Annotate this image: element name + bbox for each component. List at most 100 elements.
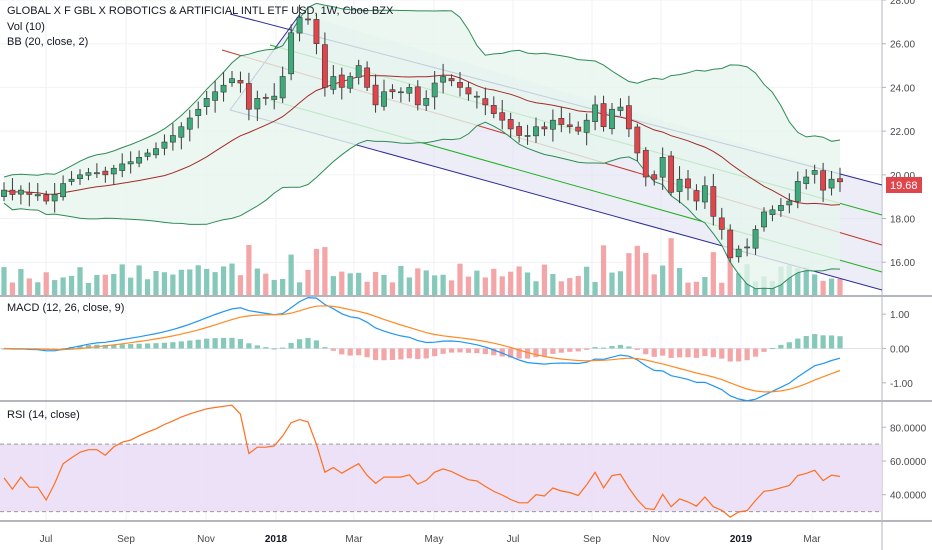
macd-histogram-bar — [651, 348, 657, 357]
bollinger-bands — [3, 2, 841, 290]
macd-histogram-bar — [381, 348, 387, 361]
rsi-band-fill — [0, 444, 882, 512]
macd-histogram-bar — [339, 348, 345, 355]
macd-tick-label: 0.00 — [890, 345, 910, 356]
macd-histogram-bar — [406, 348, 412, 359]
candle-body — [794, 181, 801, 202]
time-tick-label: Nov — [197, 534, 215, 545]
volume-bar — [381, 274, 387, 295]
volume-bar — [541, 264, 548, 295]
macd-histogram-bar — [271, 348, 277, 350]
volume-bar — [263, 273, 269, 295]
volume-bar — [491, 268, 497, 295]
volume-bar — [423, 270, 429, 295]
macd-histogram-bar — [828, 335, 835, 349]
macd-histogram-bar — [77, 345, 83, 349]
macd-histogram-bar — [685, 348, 691, 358]
volume-bar — [26, 278, 32, 295]
volume-bar — [144, 279, 151, 295]
macd-histogram-bar — [288, 343, 294, 349]
macd-histogram-bar — [111, 344, 117, 349]
volume-bar — [457, 263, 463, 295]
macd-histogram-bar — [499, 348, 505, 357]
macd-histogram-bar — [254, 345, 260, 349]
macd-histogram-bar — [491, 348, 497, 356]
macd-histogram-bar — [795, 338, 801, 349]
macd-histogram-bar — [347, 348, 353, 356]
volume-bar — [702, 277, 708, 295]
candle-body — [600, 103, 607, 128]
rsi-tick-label: 40.0000 — [890, 491, 927, 502]
volume-bar — [187, 269, 193, 295]
candle-body — [583, 119, 590, 133]
volume-bar — [558, 281, 564, 295]
volume-bar — [288, 254, 294, 295]
candle-body — [381, 91, 387, 107]
macd-histogram-bar — [660, 348, 666, 356]
price-tick-label: 22.00 — [890, 127, 915, 138]
macd-histogram-bar — [541, 348, 548, 357]
candle-body — [735, 248, 742, 258]
macd-histogram-bar — [457, 348, 463, 353]
volume-bar — [626, 253, 632, 295]
macd-tick-label: -1.00 — [890, 379, 913, 390]
time-tick-label: Mar — [345, 534, 363, 545]
volume-bar — [406, 277, 412, 295]
volume-bar — [803, 267, 809, 295]
candle-body — [448, 78, 455, 82]
candle-body — [431, 82, 438, 98]
volume-bar — [356, 272, 362, 295]
candle-body — [389, 89, 396, 93]
volume-bar — [280, 278, 286, 295]
candle-body — [786, 200, 793, 206]
volume-bar — [448, 280, 455, 295]
volume-bar — [102, 274, 108, 295]
candle-body — [85, 172, 92, 176]
time-tick-label: Jul — [40, 534, 53, 545]
macd-histogram-bar — [584, 348, 590, 350]
price-tick-label: 24.00 — [890, 83, 915, 94]
volume-bar — [52, 280, 58, 295]
candle-body — [482, 98, 489, 106]
candle-body — [642, 150, 649, 178]
volume-bar — [828, 278, 835, 295]
candle-body — [811, 170, 818, 175]
macd-histogram-bar — [769, 348, 776, 350]
candle-body — [347, 76, 354, 89]
volume-bar — [204, 268, 210, 295]
volume-bar — [440, 274, 446, 295]
candle-body — [330, 76, 337, 90]
macd-histogram-bar — [600, 347, 607, 349]
price-tick-label: 18.00 — [890, 215, 915, 226]
volume-bar — [85, 282, 92, 295]
macd-histogram-bar — [237, 339, 244, 349]
candle-body — [203, 98, 210, 107]
candle-body — [60, 183, 67, 198]
candle-body — [212, 91, 219, 101]
rsi-tick-label: 60.0000 — [890, 457, 927, 468]
candle-body — [406, 87, 413, 94]
macd-histogram-bar — [634, 348, 640, 350]
candle-body — [229, 78, 235, 84]
volume-bar — [60, 277, 66, 295]
bb-upper-line — [3, 2, 841, 178]
candle-body — [355, 65, 362, 78]
candlesticks[interactable] — [1, 4, 843, 263]
candle-body — [102, 170, 109, 176]
volume-bar — [68, 275, 75, 295]
candle-body — [634, 126, 641, 154]
candle-body — [609, 108, 615, 130]
volume-bar — [330, 276, 336, 295]
candle-body — [153, 148, 159, 156]
macd-histogram-bar — [533, 348, 539, 358]
macd-histogram-bar — [432, 348, 438, 357]
candle-body — [685, 178, 691, 189]
candle-body — [566, 124, 573, 128]
macd-histogram-bar — [119, 344, 125, 349]
volume-bar — [812, 274, 818, 295]
volume-bar — [128, 277, 134, 295]
volume-bar — [736, 273, 742, 295]
macd-histogram-bar — [144, 343, 151, 349]
volume-bar — [651, 274, 657, 295]
